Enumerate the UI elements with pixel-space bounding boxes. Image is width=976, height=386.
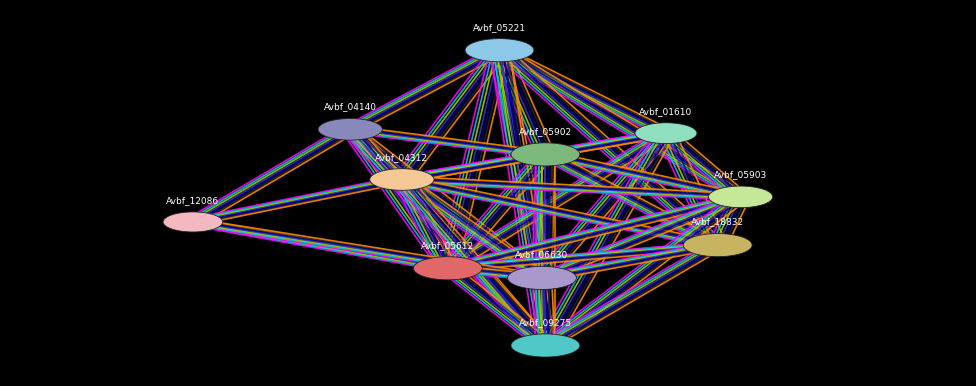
Circle shape [370, 169, 434, 190]
Text: Avbf_18832: Avbf_18832 [691, 218, 745, 227]
Circle shape [709, 186, 773, 208]
Text: Avbf_05902: Avbf_05902 [519, 127, 572, 136]
Circle shape [511, 143, 580, 166]
Text: Avbf_12086: Avbf_12086 [166, 196, 220, 205]
Text: Avbf_01610: Avbf_01610 [639, 107, 693, 116]
Circle shape [414, 257, 482, 280]
Text: Avbf_05221: Avbf_05221 [473, 23, 526, 32]
Text: Avbf_09275: Avbf_09275 [519, 318, 572, 327]
Circle shape [683, 234, 752, 257]
Circle shape [511, 334, 580, 357]
Text: Avbf_05612: Avbf_05612 [422, 241, 474, 250]
Circle shape [465, 39, 534, 62]
Circle shape [318, 119, 383, 140]
Text: Avbf_04312: Avbf_04312 [376, 153, 428, 162]
Circle shape [163, 212, 223, 232]
Text: Avbf_05903: Avbf_05903 [714, 170, 767, 179]
Circle shape [635, 123, 697, 144]
Text: Avbf_04140: Avbf_04140 [324, 103, 377, 112]
Text: Avbf_06630: Avbf_06630 [515, 251, 569, 259]
Circle shape [508, 266, 577, 290]
